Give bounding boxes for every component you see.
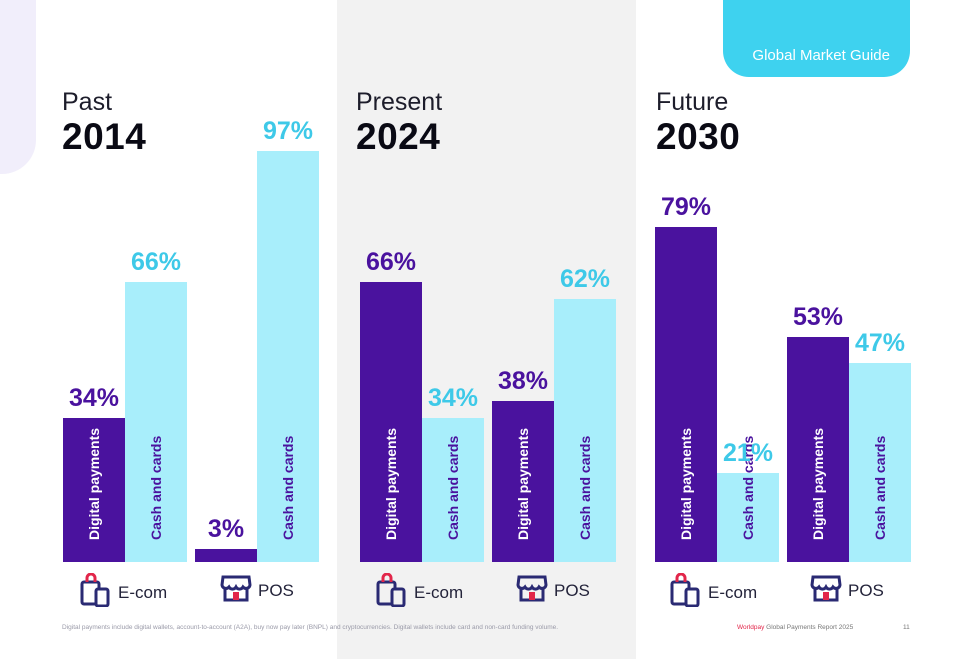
report-title: Global Payments Report 2025 <box>766 624 854 631</box>
bar-value-label: 97% <box>262 116 314 145</box>
decorative-corner-tab <box>0 0 36 174</box>
legend-ecom: E-com <box>670 572 758 612</box>
legend-label: POS <box>258 580 294 600</box>
period-year: 2024 <box>356 116 441 157</box>
legend-ecom: E-com <box>80 572 168 612</box>
bar-cash-and-cards <box>125 282 187 562</box>
bar-value-label: 66% <box>130 248 182 277</box>
global-market-guide-tab[interactable]: Global Market Guide <box>723 0 910 77</box>
period-title: Future <box>656 88 729 116</box>
legend-label: E-com <box>414 582 464 602</box>
legend-ecom: E-com <box>376 572 464 612</box>
period-title: Present <box>356 88 443 116</box>
bar-digital-payments <box>360 282 422 562</box>
bar-value-label: 21% <box>722 438 774 467</box>
bar-label-text: Digital payments <box>810 427 826 540</box>
guide-label: Global Market Guide <box>752 47 890 64</box>
bar-digital-payments <box>195 549 257 562</box>
bar-digital-payments <box>492 400 554 562</box>
legend-pos: POS <box>516 573 590 608</box>
period-year: 2014 <box>62 116 147 157</box>
legend-pos: POS <box>220 573 294 608</box>
legend-label: POS <box>848 580 884 600</box>
page-number: 11 <box>903 624 910 631</box>
bar-label-text: Digital payments <box>86 427 102 540</box>
bar-label-text: Cash and cards <box>280 435 296 540</box>
bar-cash-and-cards <box>554 299 616 562</box>
bar-value-label: 34% <box>68 383 120 412</box>
bar-label-text: Digital payments <box>383 427 399 540</box>
bar-cash-and-cards <box>849 362 911 562</box>
bar-label-text: Cash and cards <box>445 435 461 540</box>
bar-cash-and-cards <box>717 472 779 562</box>
report-credit: Worldpay Global Payments Report 2025 <box>737 624 853 631</box>
bar-label-text: Digital payments <box>678 427 694 540</box>
bar-digital-payments <box>63 417 125 562</box>
period-year: 2030 <box>656 116 741 157</box>
bar-cash-and-cards <box>257 150 319 562</box>
shopping-bag-icon <box>80 572 112 612</box>
legend-label: POS <box>554 580 590 600</box>
storefront-icon <box>220 573 252 608</box>
period-title: Past <box>62 88 113 116</box>
bar-value-label: 38% <box>497 366 549 395</box>
bar-label-text: Cash and cards <box>872 435 888 540</box>
bar-cash-and-cards <box>422 417 484 562</box>
bar-value-label: 47% <box>854 328 906 357</box>
footnote: Digital payments include digital wallets… <box>62 624 559 631</box>
legend-pos: POS <box>810 573 884 608</box>
legend-label: E-com <box>118 582 168 602</box>
bar-value-label: 79% <box>660 193 712 222</box>
bar-digital-payments <box>787 337 849 562</box>
bar-value-label: 3% <box>207 515 245 544</box>
bar-label-text: Cash and cards <box>577 435 593 540</box>
bar-value-label: 66% <box>365 248 417 277</box>
legend-label: E-com <box>708 582 758 602</box>
storefront-icon <box>810 573 842 608</box>
brand-name: Worldpay <box>737 624 765 631</box>
bar-value-label: 34% <box>427 383 479 412</box>
bar-label-text: Digital payments <box>515 427 531 540</box>
bar-label-text: Cash and cards <box>148 435 164 540</box>
shopping-bag-icon <box>376 572 408 612</box>
storefront-icon <box>516 573 548 608</box>
bar-value-label: 62% <box>559 265 611 294</box>
shopping-bag-icon <box>670 572 702 612</box>
bar-value-label: 53% <box>792 303 844 332</box>
bar-digital-payments <box>655 227 717 562</box>
